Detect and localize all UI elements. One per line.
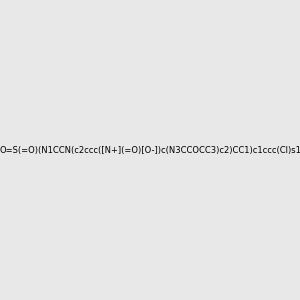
Text: O=S(=O)(N1CCN(c2ccc([N+](=O)[O-])c(N3CCOCC3)c2)CC1)c1ccc(Cl)s1: O=S(=O)(N1CCN(c2ccc([N+](=O)[O-])c(N3CCO… — [0, 146, 300, 154]
